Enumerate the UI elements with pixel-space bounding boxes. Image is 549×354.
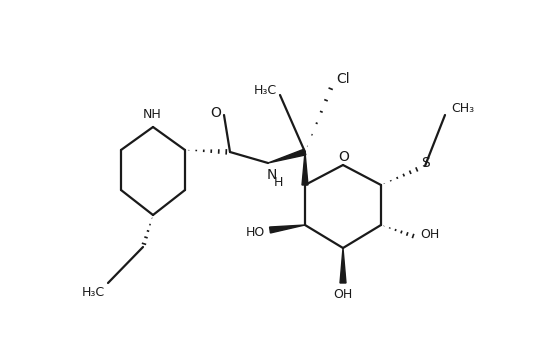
Text: CH₃: CH₃ bbox=[451, 103, 474, 115]
Text: OH: OH bbox=[333, 287, 352, 301]
Polygon shape bbox=[270, 225, 305, 233]
Polygon shape bbox=[340, 248, 346, 283]
Text: Cl: Cl bbox=[336, 72, 350, 86]
Polygon shape bbox=[268, 149, 306, 163]
Text: NH: NH bbox=[143, 108, 161, 121]
Text: HO: HO bbox=[245, 225, 265, 239]
Text: H₃C: H₃C bbox=[254, 84, 277, 97]
Text: S: S bbox=[422, 156, 430, 170]
Text: OH: OH bbox=[421, 228, 440, 241]
Text: H₃C: H₃C bbox=[81, 286, 104, 299]
Text: H: H bbox=[273, 177, 283, 189]
Text: O: O bbox=[211, 106, 221, 120]
Text: O: O bbox=[339, 150, 349, 164]
Polygon shape bbox=[302, 152, 308, 185]
Text: N: N bbox=[267, 168, 277, 182]
